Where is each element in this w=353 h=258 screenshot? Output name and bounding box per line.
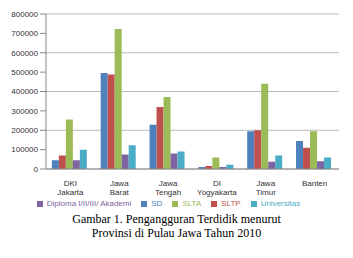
svg-text:JawaTengah: JawaTengah — [155, 179, 181, 197]
svg-text:DIYogyakarta: DIYogyakarta — [197, 179, 237, 197]
svg-text:JawaTimur: JawaTimur — [256, 179, 276, 197]
svg-text:JawaBarat: JawaBarat — [110, 179, 130, 197]
html-text:SLTP: SLTP — [221, 199, 241, 208]
html-text:SD: SD — [151, 199, 163, 208]
svg-text:0: 0 — [34, 165, 39, 174]
html-text:Diploma I/II/III/ Akademi: Diploma I/II/III/ Akademi — [46, 199, 132, 208]
svg-text:400000: 400000 — [11, 87, 38, 96]
svg-text:DKIJakarta: DKIJakarta — [57, 179, 84, 197]
svg-text:800000: 800000 — [11, 10, 38, 19]
svg-text:500000: 500000 — [11, 68, 38, 77]
svg-text:Banten: Banten — [302, 179, 327, 188]
svg-text:700000: 700000 — [11, 29, 38, 38]
svg-text:100000: 100000 — [11, 145, 38, 154]
html-text:Gambar 1. Pengangguran Terdidi: Gambar 1. Pengangguran Terdidik menurut … — [72, 212, 281, 240]
html-text:Universitas: Universitas — [260, 199, 301, 208]
svg-text:300000: 300000 — [11, 107, 38, 116]
html-text:SLTA: SLTA — [182, 199, 202, 208]
svg-text:200000: 200000 — [11, 126, 38, 135]
svg-text:600000: 600000 — [11, 49, 38, 58]
